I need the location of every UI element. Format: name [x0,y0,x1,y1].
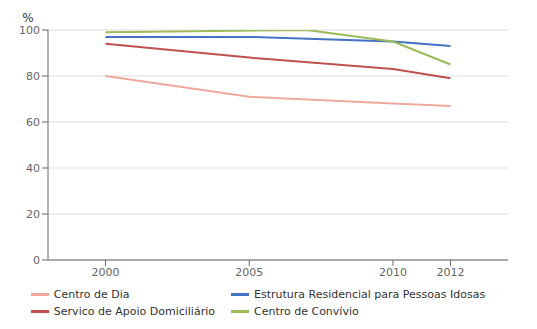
svg-text:%: % [22,11,33,25]
svg-text:0: 0 [33,254,40,267]
svg-text:20: 20 [26,208,40,221]
svg-text:2000: 2000 [92,266,120,279]
svg-text:60: 60 [26,116,40,129]
svg-text:40: 40 [26,162,40,175]
html-text:Servico de Apoio Domiciliário: Servico de Apoio Domiciliário [53,305,215,318]
svg-text:2010: 2010 [379,266,407,279]
html-text:Centro de Dia: Centro de Dia [53,288,130,301]
svg-text:2005: 2005 [235,266,263,279]
html-text:Estrutura Residencial para Pes: Estrutura Residencial para Pessoas Idosa… [254,288,486,301]
svg-text:2012: 2012 [437,266,465,279]
svg-text:80: 80 [26,70,40,83]
svg-text:100: 100 [19,24,40,37]
html-text:Centro de Convívio: Centro de Convívio [254,305,359,318]
